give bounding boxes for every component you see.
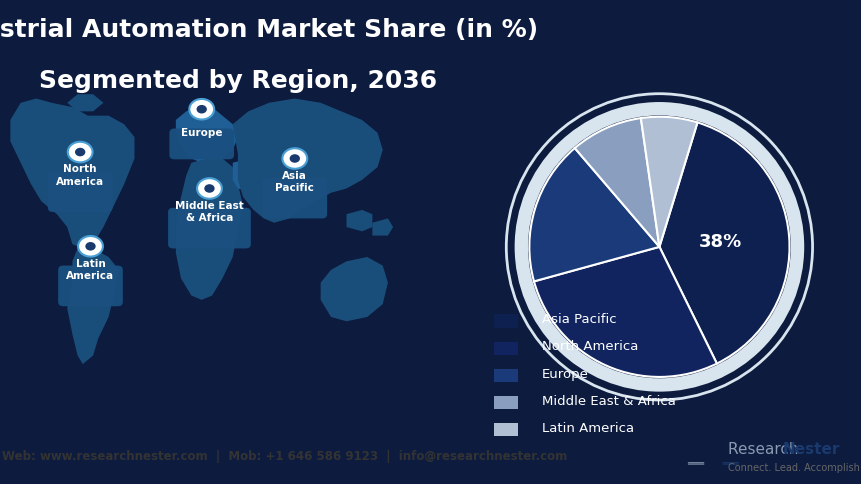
Text: Latin
America: Latin America: [66, 258, 115, 281]
Wedge shape: [574, 118, 659, 247]
Text: Industrial Automation Market Share (in %): Industrial Automation Market Share (in %…: [0, 18, 538, 42]
Polygon shape: [67, 248, 119, 364]
Text: Web: www.researchnester.com  |  Mob: +1 646 586 9123  |  info@researchnester.com: Web: www.researchnester.com | Mob: +1 64…: [2, 450, 567, 463]
Text: Europe: Europe: [542, 367, 588, 380]
Circle shape: [282, 148, 307, 169]
Wedge shape: [529, 148, 659, 281]
Polygon shape: [176, 107, 238, 163]
FancyBboxPatch shape: [722, 464, 738, 465]
Text: Nester: Nester: [782, 442, 839, 457]
Polygon shape: [10, 99, 134, 248]
Polygon shape: [232, 158, 274, 193]
FancyBboxPatch shape: [493, 315, 517, 328]
FancyBboxPatch shape: [493, 369, 517, 382]
Circle shape: [505, 94, 812, 400]
Polygon shape: [372, 218, 393, 236]
Circle shape: [75, 148, 85, 156]
Wedge shape: [533, 247, 716, 377]
FancyBboxPatch shape: [59, 266, 122, 306]
Text: Connect. Lead. Accomplish: Connect. Lead. Accomplish: [728, 463, 859, 473]
FancyBboxPatch shape: [493, 342, 517, 355]
Text: North
America: North America: [56, 165, 104, 187]
FancyBboxPatch shape: [262, 178, 326, 218]
Polygon shape: [346, 210, 372, 231]
Text: Asia
Pacific: Asia Pacific: [275, 171, 314, 193]
Wedge shape: [659, 122, 789, 363]
Circle shape: [85, 242, 96, 251]
Circle shape: [197, 178, 221, 199]
Text: Research: Research: [728, 442, 802, 457]
Polygon shape: [320, 257, 387, 321]
FancyBboxPatch shape: [493, 423, 517, 437]
Text: Middle East & Africa: Middle East & Africa: [542, 394, 675, 408]
Circle shape: [204, 184, 214, 193]
Wedge shape: [533, 247, 716, 377]
Circle shape: [528, 115, 790, 378]
FancyBboxPatch shape: [687, 464, 703, 465]
Circle shape: [505, 94, 812, 400]
Circle shape: [68, 142, 92, 162]
Circle shape: [78, 236, 102, 257]
FancyBboxPatch shape: [48, 171, 112, 212]
Text: Middle East
& Africa: Middle East & Africa: [175, 201, 244, 223]
Circle shape: [289, 154, 300, 163]
Text: Europe: Europe: [181, 128, 222, 138]
Circle shape: [528, 115, 790, 378]
FancyBboxPatch shape: [168, 208, 251, 248]
Wedge shape: [640, 117, 697, 247]
FancyBboxPatch shape: [722, 462, 738, 463]
Polygon shape: [232, 99, 382, 223]
Wedge shape: [659, 122, 789, 363]
Circle shape: [196, 105, 207, 114]
Text: 38%: 38%: [697, 233, 741, 251]
Polygon shape: [176, 158, 243, 300]
Text: North America: North America: [542, 340, 638, 353]
Wedge shape: [529, 148, 659, 281]
Text: Latin America: Latin America: [542, 422, 634, 435]
Text: Asia Pacific: Asia Pacific: [542, 313, 616, 326]
FancyBboxPatch shape: [493, 396, 517, 409]
FancyBboxPatch shape: [169, 128, 234, 159]
Text: Segmented by Region, 2036: Segmented by Region, 2036: [39, 69, 437, 93]
Circle shape: [189, 99, 214, 120]
Wedge shape: [640, 117, 697, 247]
Wedge shape: [574, 118, 659, 247]
Polygon shape: [67, 94, 103, 111]
FancyBboxPatch shape: [687, 462, 703, 463]
